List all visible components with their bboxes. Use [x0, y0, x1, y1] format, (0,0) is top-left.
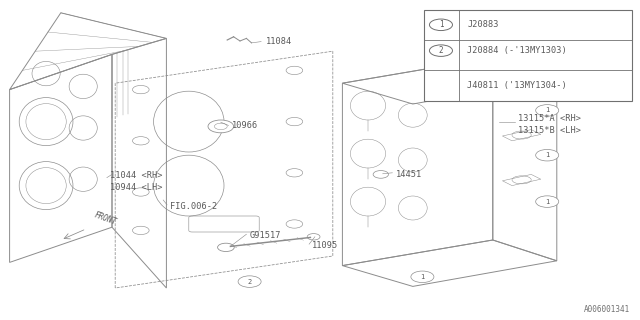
Circle shape: [429, 19, 452, 30]
Circle shape: [429, 45, 452, 56]
Circle shape: [132, 137, 149, 145]
Circle shape: [536, 149, 559, 161]
Text: FRONT: FRONT: [93, 211, 118, 227]
Circle shape: [132, 226, 149, 235]
Circle shape: [411, 271, 434, 283]
Circle shape: [132, 188, 149, 196]
Text: 14451: 14451: [396, 170, 422, 179]
Text: 10966: 10966: [232, 121, 258, 130]
Circle shape: [536, 105, 559, 116]
Text: 13115*A <RH>: 13115*A <RH>: [518, 114, 581, 123]
Circle shape: [286, 66, 303, 75]
Circle shape: [214, 123, 227, 130]
Circle shape: [536, 196, 559, 207]
Text: G91517: G91517: [250, 231, 281, 240]
Text: 11044 <RH>: 11044 <RH>: [110, 171, 163, 180]
Circle shape: [218, 243, 234, 252]
Circle shape: [286, 220, 303, 228]
Text: J20884 (-'13MY1303): J20884 (-'13MY1303): [467, 46, 567, 55]
Text: A006001341: A006001341: [584, 305, 630, 314]
Circle shape: [132, 85, 149, 94]
Text: 1: 1: [545, 108, 549, 113]
Text: 2: 2: [438, 46, 444, 55]
Circle shape: [238, 276, 261, 287]
Text: 1: 1: [545, 199, 549, 204]
Text: 13115*B <LH>: 13115*B <LH>: [518, 126, 581, 135]
Circle shape: [373, 171, 388, 178]
Circle shape: [307, 234, 320, 240]
Text: J40811 ('13MY1304-): J40811 ('13MY1304-): [467, 81, 567, 90]
Text: 11084: 11084: [266, 37, 292, 46]
Text: J20883: J20883: [467, 20, 499, 29]
Bar: [424, 10, 632, 101]
Text: 1: 1: [545, 152, 549, 158]
Text: 10944 <LH>: 10944 <LH>: [110, 183, 163, 192]
Text: 1: 1: [438, 20, 444, 29]
Circle shape: [286, 117, 303, 126]
Text: 2: 2: [248, 279, 252, 284]
Text: 1: 1: [420, 274, 424, 280]
Circle shape: [286, 169, 303, 177]
Text: FIG.006-2: FIG.006-2: [170, 202, 218, 211]
Text: 11095: 11095: [312, 241, 339, 250]
Circle shape: [208, 120, 234, 133]
